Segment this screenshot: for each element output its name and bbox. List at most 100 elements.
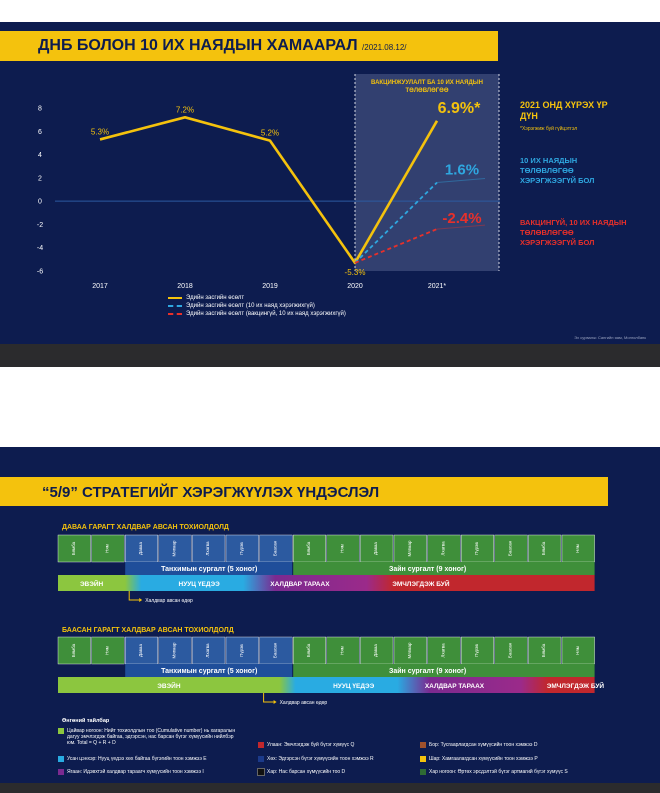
x-tick-label: 2017 [92, 283, 108, 290]
phase-bar [58, 575, 595, 591]
section2-title: БААСАН ГАРАГТ ХАЛДВАР АВСАН ТОХИОЛДОЛД [62, 627, 234, 634]
legend-text: Цайвар ногоон: Нийт тохиолдлын тоо (Cumu… [67, 728, 236, 746]
day-label: Лхагва [205, 643, 210, 658]
infection-day-label: Халдвар авсан өдөр [280, 700, 328, 706]
infection-day-label: Халдвар авсан өдөр [145, 598, 193, 604]
legend-item: Шар: Хамгаалагдсан хүмүүсийн тоон хэмжээ… [420, 756, 538, 762]
legend-swatch-gdp [168, 297, 182, 299]
day-cell [57, 534, 91, 563]
day-label: Лхагва [440, 643, 445, 658]
vaccine-plan-highlight [355, 74, 499, 271]
y-tick-label: 6 [38, 129, 42, 136]
day-cell [528, 636, 562, 665]
legend-swatch [257, 768, 265, 776]
phase-bar [58, 677, 595, 693]
legend-item: Ягаан: Идэвхтэй халдвар тараагч хүмүүсий… [58, 769, 204, 775]
vaccine-plan-label: ВАКЦИНЖУУЛАЛТ БА 10 ИХ НАЯДЫН ТӨЛӨВЛӨГӨӨ [371, 80, 483, 94]
day-cell [225, 534, 259, 563]
legend-item-gdp: Эдийн засгийн өсөлт [168, 294, 346, 302]
day-label: Пүрэв [474, 542, 479, 555]
y-tick-label: -6 [37, 269, 43, 276]
day-label: Баасан [508, 642, 513, 658]
slide1-footer-bar [0, 344, 660, 367]
strategy-slide: “5/9” СТРАТЕГИЙГ ХЭРЭГЖҮҮЛЭХ ҮНДЭСЛЭЛ ДА… [0, 447, 660, 793]
day-label: Бямба [71, 643, 76, 657]
legend-text: Бор: Тусгаарлагдсан хүмүүсийн тоон хэмжэ… [429, 742, 538, 748]
day-label: Пүрэв [239, 542, 244, 555]
legend-text: Улаан: Эмчлэгдэж буй бүгэг хүмүүс Q [267, 742, 355, 748]
phase-label: Танхимын сургалт (5 хоног) [161, 668, 257, 675]
day-cell [192, 636, 226, 665]
day-label: Лхагва [205, 541, 210, 556]
chart-legend: Эдийн засгийн өсөлт Эдийн засгийн өсөлт … [168, 294, 346, 318]
data-label: 5.3% [91, 127, 109, 136]
result-note: *Хэрэгжиж буй гүйцэтгэл [520, 126, 578, 132]
phase-label: ЭМЧЛЭГДЭЖ БУЙ [547, 681, 605, 690]
day-label: Даваа [138, 644, 143, 657]
day-label: Бямба [306, 541, 311, 555]
legend-label-novax: Эдийн засгийн өсөлт (вакцингүй, 10 их на… [186, 311, 346, 317]
day-label: Даваа [373, 644, 378, 657]
day-cell [225, 636, 259, 665]
classroom-bar [125, 664, 293, 677]
day-cell [360, 636, 394, 665]
day-label: Пүрэв [474, 644, 479, 657]
legend-text: Ягаан: Идэвхтэй халдвар тараагч хүмүүсий… [67, 769, 204, 775]
legend-item: Хар ногоон: Өртөх эрсдэлтэй бүгэг артмаг… [420, 769, 568, 775]
legend-item: Усан цэнхэр: Нууц үедээ хөх байгаа бүгэг… [58, 756, 207, 762]
day-cell [393, 534, 427, 563]
data-label: 6.9%* [438, 100, 481, 117]
day-cell [427, 534, 461, 563]
day-label: Бямба [306, 643, 311, 657]
y-tick-label: -4 [37, 245, 43, 252]
series-tail-2 [436, 224, 486, 230]
phase-label: ЭВЭЙН [80, 579, 104, 588]
day-cell [192, 534, 226, 563]
gdp-line-chart: 8 6 4 2 0 -2 -4 -6 2017 2018 2019 2020 2021* 5.3% 7.… [37, 74, 500, 290]
no-vaccine-title: ВАКЦИНГҮЙ, 10 ИХ НАЯДЫН ТӨЛӨВЛӨГӨӨ ХЭРЭГ… [520, 218, 627, 247]
day-label: Ням [104, 544, 109, 553]
phase-label: ЭМЧЛЭГДЭЖ БУЙ [392, 579, 450, 588]
day-cell [494, 636, 528, 665]
legend-text: Хар ногоон: Өртөх эрсдэлтэй бүгэг артмаг… [429, 769, 568, 775]
x-tick-label: 2018 [177, 283, 193, 290]
phase-label: Зайн сургалт (9 хоног) [389, 667, 466, 675]
legend-swatch [420, 756, 426, 762]
legend-swatch [58, 728, 64, 734]
legend-swatch [258, 756, 264, 762]
phase-label: ЭВЭЙН [157, 681, 181, 690]
day-cell [561, 636, 595, 665]
y-tick-label: -2 [37, 222, 43, 229]
legend-title: Өнгөний тайлбар [62, 718, 110, 724]
phase-label: НУУЦ ҮЕДЭЭ [179, 581, 221, 588]
day-cell [259, 636, 293, 665]
legend-item: Улаан: Эмчлэгдэж буй бүгэг хүмүүс Q [258, 742, 354, 748]
legend-item: Бор: Тусгаарлагдсан хүмүүсийн тоон хэмжэ… [420, 742, 537, 748]
phase-label: ХАЛДВАР ТАРААХ [425, 683, 485, 690]
data-label: 7.2% [176, 105, 194, 114]
legend-swatch [58, 756, 64, 762]
day-label: Баасан [508, 540, 513, 556]
slide1-title: ДНБ БОЛОН 10 ИХ НАЯДЫН ХАМААРАЛ [38, 37, 358, 54]
legend-item-novax: Эдийн засгийн өсөлт (вакцингүй, 10 их на… [168, 310, 346, 318]
data-label: 1.6% [445, 162, 479, 179]
legend-text: Хар: Нас барсан хүмүүсийн тоо D [267, 769, 346, 775]
day-cell [158, 636, 192, 665]
phase-label: НУУЦ ҮЕДЭЭ [333, 683, 375, 690]
legend-swatch [58, 769, 64, 775]
result-title: 2021 ОНД ХҮРЭХ ҮР ДҮН [520, 100, 608, 121]
legend-text: Шар: Хамгаалагдсан хүмүүсийн тоон хэмжээ… [429, 756, 538, 762]
day-label: Бямба [71, 541, 76, 555]
day-cell [91, 534, 125, 563]
data-label: -2.4% [442, 210, 481, 227]
day-label: Мягмар [172, 642, 177, 658]
day-label: Мягмар [172, 540, 177, 556]
day-cell [293, 636, 327, 665]
day-cell [360, 534, 394, 563]
day-cell [293, 534, 327, 563]
day-cell [561, 534, 595, 563]
legend-swatch [420, 742, 426, 748]
slide1-title-bar: ДНБ БОЛОН 10 ИХ НАЯДЫН ХАМААРАЛ /2021.08… [0, 31, 498, 61]
day-cell [91, 636, 125, 665]
slide2-title: “5/9” СТРАТЕГИЙГ ХЭРЭГЖҮҮЛЭХ ҮНДЭСЛЭЛ [42, 484, 380, 501]
